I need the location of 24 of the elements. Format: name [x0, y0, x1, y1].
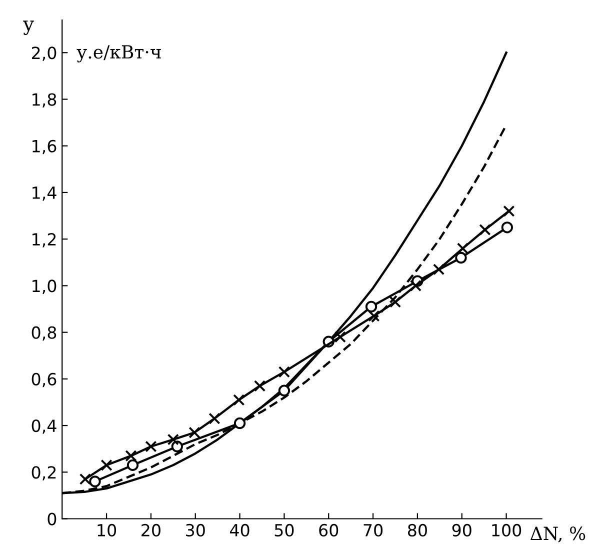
y-tick-label: 1,6	[32, 140, 56, 154]
y-tick-label: 0,6	[32, 372, 56, 388]
x-tick-label: 50	[274, 524, 294, 537]
x-tick-label: 90	[452, 524, 472, 537]
y-tick-label: 0,4	[32, 419, 56, 434]
x-tick-label: 70	[364, 524, 383, 537]
y-tick-label: 0	[48, 512, 56, 526]
x-tick-label: 80	[408, 524, 427, 537]
x-tick-label: 20	[142, 524, 160, 537]
y-tick-label: 0,8	[32, 326, 56, 341]
x-tick-label: 100	[492, 524, 522, 537]
x-tick-label: 40	[230, 524, 250, 537]
x-axis-title: ΔN, %	[530, 526, 586, 542]
y-tick-label: 0,2	[32, 466, 56, 480]
x-tick-label: 60	[319, 524, 338, 537]
x-tick-label: 10	[98, 524, 116, 537]
y-axis-title: у	[23, 20, 34, 35]
y-tick-label: 1,0	[32, 280, 56, 294]
y-tick-label: 1,8	[32, 93, 56, 108]
y-tick-label: 1,4	[32, 186, 56, 201]
y-tick-label: 1,2	[32, 233, 56, 248]
x-tick-label: 30	[186, 524, 205, 537]
y-tick-label: 2,0	[32, 46, 56, 61]
annotation: у.е/кВт·ч	[76, 45, 161, 62]
